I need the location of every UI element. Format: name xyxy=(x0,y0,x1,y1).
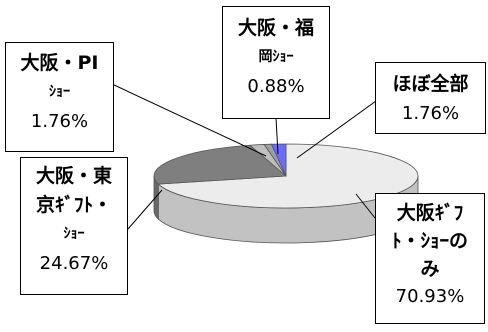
label-text: ほぼ全部 xyxy=(392,73,469,95)
label-percent: 0.88% xyxy=(247,76,305,97)
label-text: 大阪・PI xyxy=(20,52,99,74)
label-percent: 24.67% xyxy=(39,253,109,274)
label-text: 岡ｼｮｰ xyxy=(258,49,294,65)
leader-line-almost-all xyxy=(296,100,377,159)
data-label-osaka-pi: 大阪・PI ｼｮｰ 1.76% xyxy=(5,42,114,152)
pie-slice-4 xyxy=(270,143,287,177)
data-label-only-osaka: 大阪ｷﾞﾌ ﾄ・ｼｮｰの み 70.93% xyxy=(375,193,485,324)
label-text: み xyxy=(420,258,440,280)
label-percent: 1.76% xyxy=(401,103,460,124)
data-label-osaka-tokyo: 大阪・東 京ｷﾞﾌﾄ・ ｼｮｰ 24.67% xyxy=(20,157,128,295)
label-text: ｼｮｰ xyxy=(49,84,70,100)
leader-line-osaka-pi xyxy=(111,83,267,157)
data-label-osaka-fukuoka: 大阪・福 岡ｼｮｰ 0.88% xyxy=(222,6,330,119)
label-text: 大阪ｷﾞﾌ xyxy=(396,202,464,224)
label-text: ｼｮｰ xyxy=(63,226,85,242)
leader-line-only-osaka xyxy=(355,193,376,219)
leader-line-osaka-fukuoka xyxy=(275,117,279,155)
label-text: 大阪・福 xyxy=(237,17,314,39)
label-percent: 1.76% xyxy=(30,111,89,132)
label-percent: 70.93% xyxy=(395,286,465,307)
label-text: ﾄ・ｼｮｰの xyxy=(391,230,468,252)
pie-slice-1 xyxy=(153,144,288,185)
leader-line-osaka-tokyo xyxy=(127,189,163,230)
label-text: 大阪・東 xyxy=(35,165,112,187)
data-label-almost-all: ほぼ全部 1.76% xyxy=(375,62,486,134)
label-text: 京ｷﾞﾌﾄ・ xyxy=(35,194,112,216)
